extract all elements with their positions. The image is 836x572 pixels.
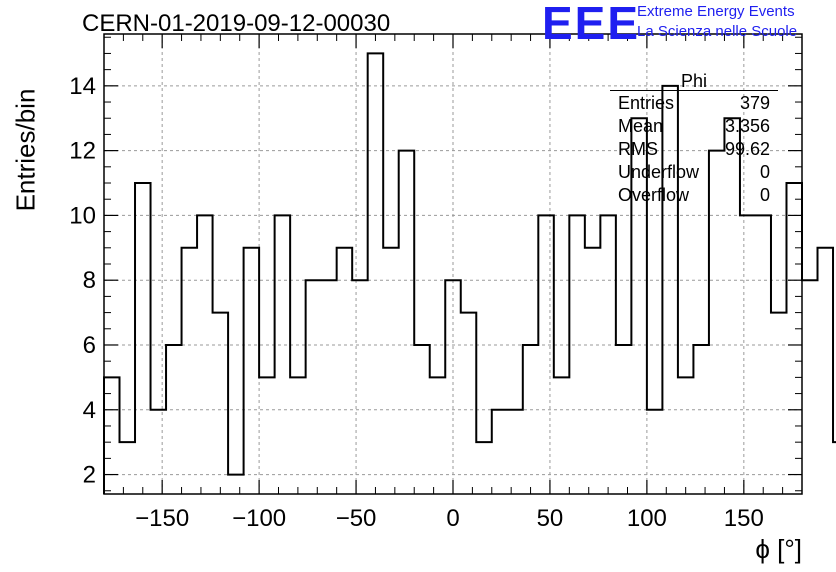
y-tick-label: 12: [69, 138, 96, 165]
y-tick-label: 2: [83, 462, 96, 489]
histogram-bin: [135, 183, 151, 494]
stats-box: Phi Entries 379 Mean 3.356 RMS 99.62 Und…: [610, 70, 778, 210]
histogram-bin: [182, 248, 198, 494]
histogram-bin: [321, 280, 337, 494]
histogram-bin: [616, 345, 632, 494]
histogram-bin: [647, 410, 663, 494]
histogram-outline: [103, 52, 836, 494]
y-tick-label: 4: [83, 397, 96, 424]
x-tick-label: −150: [135, 505, 189, 532]
stats-title: Phi: [680, 71, 707, 91]
stats-row-underflow: Underflow 0: [618, 162, 770, 184]
stats-value: 0: [759, 162, 770, 182]
histogram-bin: [818, 248, 834, 494]
histogram-bin: [600, 215, 616, 494]
histogram-bin: [213, 313, 229, 494]
histogram-bin: [368, 53, 384, 494]
histogram-bin: [228, 475, 244, 494]
stats-key: Entries: [618, 93, 675, 113]
histogram-bin: [538, 215, 554, 494]
histogram-bin: [585, 248, 601, 494]
y-tick-label: 8: [83, 267, 96, 294]
x-tick-label: 150: [724, 505, 764, 532]
x-tick-label: 0: [446, 505, 459, 532]
histogram-bin: [461, 313, 477, 494]
histogram-bin: [290, 377, 306, 494]
stats-key: Mean: [618, 116, 664, 136]
logo-line-2: La Scienza nelle Scuole: [637, 23, 798, 40]
histogram-bin: [166, 345, 182, 494]
y-axis-label-wrap: Entries/bin: [6, 89, 46, 212]
stats-row-entries: Entries 379: [618, 93, 770, 115]
y-tick-label: 6: [83, 332, 96, 359]
x-tick-label: −50: [336, 505, 377, 532]
stats-key: Overflow: [618, 185, 690, 205]
x-tick-label: −100: [232, 505, 286, 532]
histogram-bin: [430, 377, 446, 494]
histogram-bin: [306, 280, 322, 494]
histogram-bin: [476, 442, 492, 494]
histogram-bin: [244, 248, 260, 494]
histogram-bin: [523, 345, 539, 494]
eee-logo: EEE Extreme Energy Events La Scienza nel…: [542, 0, 836, 46]
histogram-bin: [104, 377, 120, 494]
grid-lines: [104, 34, 802, 494]
stats-value: 0: [759, 185, 770, 205]
stats-key: RMS: [618, 139, 658, 159]
logo-mark: EEE: [542, 0, 641, 49]
stats-row-overflow: Overflow 0: [618, 185, 770, 207]
histogram-bin: [383, 248, 399, 494]
histogram-bin: [120, 442, 136, 494]
histogram-bin: [740, 215, 756, 494]
histogram-bin: [399, 151, 415, 494]
logo-line-1: Extreme Energy Events: [637, 3, 795, 20]
histogram-bin: [352, 280, 368, 494]
histogram-bin: [786, 183, 802, 494]
stats-value: 3.356: [724, 116, 770, 136]
histogram-bin: [678, 377, 694, 494]
x-axis-label: ϕ [°]: [755, 534, 802, 564]
histogram-bin: [755, 215, 771, 494]
y-tick-label: 14: [69, 73, 96, 100]
stats-row-mean: Mean 3.356: [618, 116, 770, 138]
histogram-bin: [259, 377, 275, 494]
chart-title: CERN-01-2019-09-12-00030: [82, 10, 391, 37]
histogram-bin: [569, 215, 585, 494]
y-tick-label: 10: [69, 202, 96, 229]
stats-row-rms: RMS 99.62: [618, 139, 770, 161]
histogram-bin: [507, 410, 523, 494]
axis-ticks: [103, 34, 803, 494]
tick-labels: −150 −100 −50 0 50 100 150 2 4 6 8 10 12 14: [69, 73, 764, 532]
histogram-bin: [693, 345, 709, 494]
histogram-bin: [492, 410, 508, 494]
histogram-bin: [275, 215, 291, 494]
stats-value: 379: [739, 93, 770, 113]
y-axis-label: Entries/bin: [10, 88, 41, 212]
stats-value: 99.62: [724, 139, 770, 159]
x-tick-label: 100: [627, 505, 667, 532]
histogram-bin: [414, 345, 430, 494]
histogram-bin: [554, 377, 570, 494]
x-tick-label: 50: [537, 505, 564, 532]
stats-divider: [610, 90, 778, 91]
histogram-bin: [802, 280, 818, 494]
histogram-bin: [771, 313, 787, 494]
stats-key: Underflow: [618, 162, 700, 182]
histogram-bin: [151, 410, 167, 494]
histogram-bin: [337, 248, 353, 494]
histogram-bin: [197, 215, 213, 494]
